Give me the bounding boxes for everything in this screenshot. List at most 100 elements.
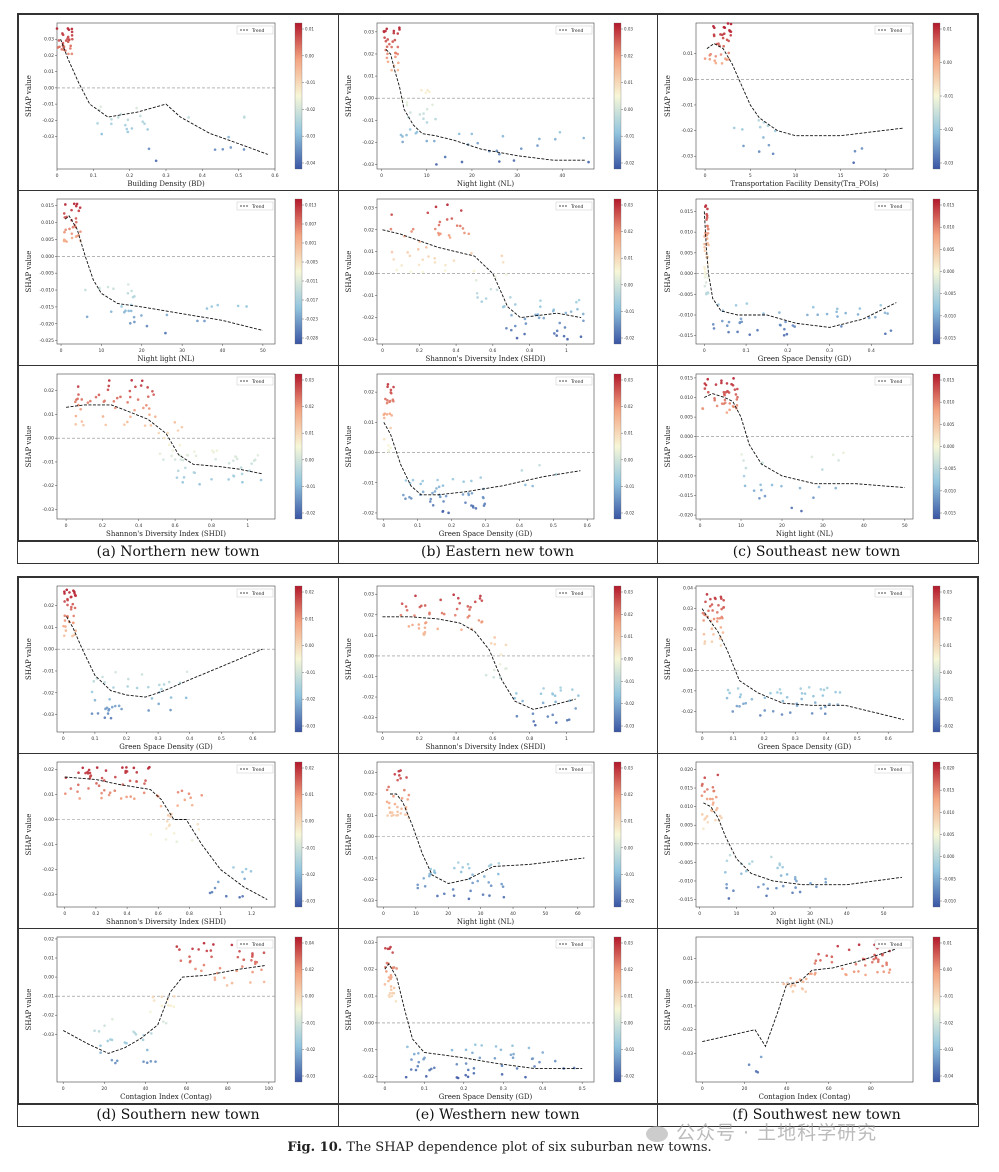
scatter-point <box>538 137 541 141</box>
scatter-point <box>501 260 505 264</box>
scatter-point <box>385 961 389 965</box>
scatter-point <box>726 22 730 25</box>
scatter-point <box>142 406 145 410</box>
colorbar-tick-label: -0.03 <box>305 134 316 139</box>
colorbar-tick-label: 0.01 <box>305 792 314 797</box>
scatter-point <box>758 125 762 129</box>
scatter-point <box>63 230 66 234</box>
colorbar-tick-label: 0.00 <box>624 845 633 850</box>
scatter-point <box>704 383 708 387</box>
scatter-point <box>478 1056 482 1060</box>
scatter-point <box>467 897 471 901</box>
scatter-point <box>515 336 519 340</box>
scatter-point <box>782 982 786 986</box>
scatter-point <box>493 636 496 639</box>
scatter-point <box>128 395 132 399</box>
scatter-point <box>230 943 234 947</box>
y-tick-label: 0.005 <box>680 823 693 829</box>
y-tick-label: -0.02 <box>42 867 54 873</box>
plot-frame <box>695 198 914 345</box>
scatter-point <box>706 788 709 791</box>
scatter-point <box>388 42 391 46</box>
y-axis-label: SHAP value <box>664 75 672 117</box>
scatter-point <box>439 232 442 236</box>
scatter-point <box>738 705 741 708</box>
x-tick-label: 0.1 <box>421 1086 428 1092</box>
scatter-point <box>259 478 263 482</box>
scatter-point <box>736 395 739 399</box>
scatter-point <box>126 677 130 681</box>
scatter-point <box>103 681 106 684</box>
scatter-point <box>385 56 389 60</box>
scatter-point <box>190 803 194 807</box>
scatter-point <box>213 886 217 890</box>
scatter-point <box>532 720 535 723</box>
y-tick-label: 0.02 <box>683 627 693 633</box>
x-tick-label: 1 <box>565 348 568 354</box>
scatter-point <box>804 977 808 981</box>
legend-box <box>555 939 593 949</box>
y-tick-label: 0.01 <box>364 74 374 80</box>
scatter-point <box>842 451 845 455</box>
y-tick-label: 0.01 <box>364 633 374 639</box>
scatter-point <box>475 291 479 295</box>
scatter-point <box>393 51 397 55</box>
x-tick-label: 20 <box>742 1086 748 1092</box>
colorbar-tick-label: -0.01 <box>305 670 316 675</box>
scatter-point <box>124 309 127 312</box>
y-tick-label: 0.005 <box>41 237 54 243</box>
x-tick-label: 50 <box>543 911 549 917</box>
scatter-point <box>711 609 714 612</box>
scatter-point <box>721 36 725 40</box>
scatter-point <box>162 1020 165 1023</box>
scatter-point <box>468 608 471 611</box>
scatter-point <box>824 705 827 709</box>
scatter-point <box>723 392 726 396</box>
legend-box <box>555 376 593 386</box>
scatter-point <box>129 795 132 798</box>
chart-b2: 0 0.2 0.4 0.6 0.8 1 -0.03 -0.02 -0.01 0.00 0.01 0.0… <box>338 190 659 367</box>
scatter-point <box>448 236 452 239</box>
scatter-point <box>720 33 724 37</box>
scatter-point <box>785 332 789 336</box>
scatter-point <box>714 54 718 58</box>
x-tick-label: 40 <box>510 911 516 917</box>
colorbar <box>613 22 622 170</box>
scatter-point <box>719 626 723 629</box>
scatter-point <box>780 713 784 716</box>
scatter-point <box>396 45 400 49</box>
scatter-point <box>706 820 710 824</box>
colorbar-tick-label: 0.00 <box>305 53 314 58</box>
scatter-point <box>480 620 483 624</box>
scatter-point <box>576 307 579 311</box>
trend-line <box>703 211 897 328</box>
scatter-point <box>539 299 542 302</box>
scatter-point <box>705 593 709 596</box>
y-tick-label: -0.010 <box>39 288 54 294</box>
colorbar-tick-label: 0.01 <box>624 431 633 436</box>
x-tick-label: 0.4 <box>186 736 193 742</box>
scatter-point <box>450 1048 454 1052</box>
y-axis-label: SHAP value <box>664 814 672 856</box>
scatter-point <box>180 425 184 429</box>
scatter-point <box>436 627 440 631</box>
scatter-point <box>187 792 191 796</box>
colorbar-tick-label: -0.02 <box>305 1047 316 1052</box>
scatter-point <box>765 894 768 898</box>
scatter-point <box>795 704 799 707</box>
scatter-point <box>728 691 731 695</box>
scatter-point <box>554 721 558 724</box>
scatter-point <box>840 325 843 328</box>
scatter-point <box>825 686 829 690</box>
scatter-point <box>144 779 147 782</box>
colorbar <box>932 198 941 345</box>
scatter-point <box>96 122 99 125</box>
x-axis-label: Night light (NL) <box>457 918 514 926</box>
scatter-point <box>386 52 389 56</box>
scatter-point <box>169 1004 173 1007</box>
colorbar <box>294 373 303 520</box>
x-tick-label: 30 <box>807 911 813 917</box>
scatter-point <box>80 420 84 423</box>
y-tick-label: 0.02 <box>364 612 374 618</box>
colorbar-tick-label: 0.000 <box>943 269 955 274</box>
